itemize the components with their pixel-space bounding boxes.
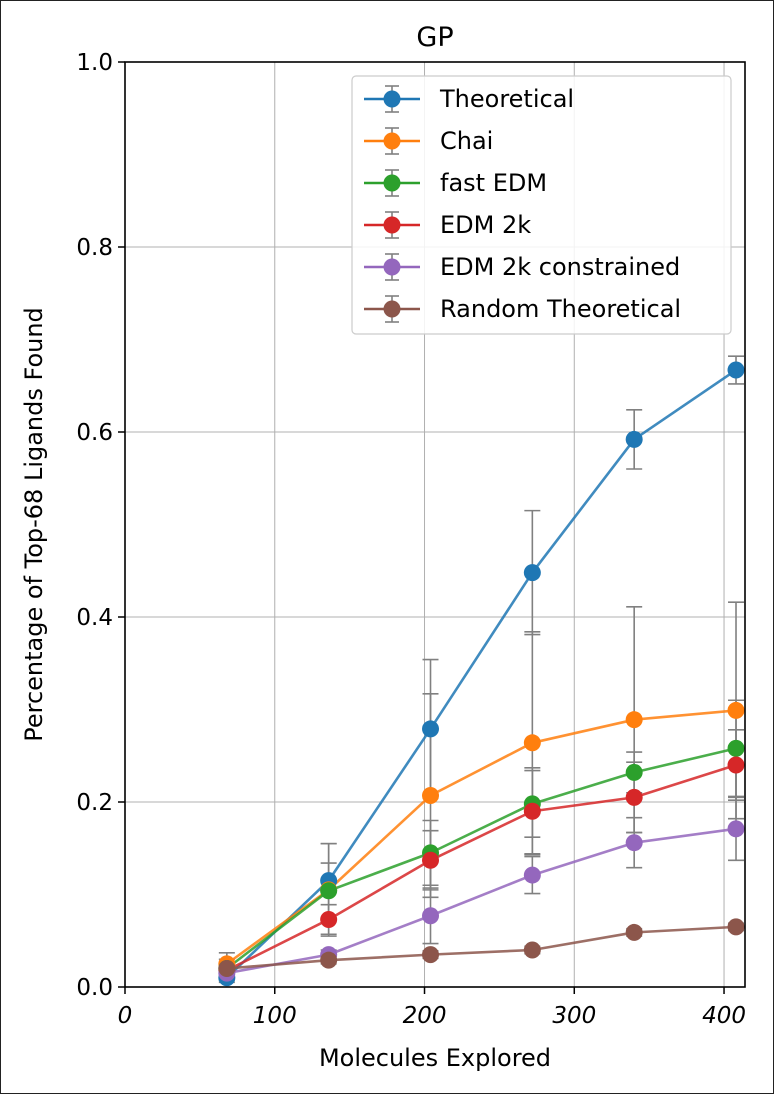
chart-title: GP [416,22,453,53]
y-tick-label: 1.0 [76,50,113,76]
legend: Theoretical Chai fast EDM EDM 2k EDM 2k cons… [351,75,732,335]
legend-label: fast EDM [440,169,547,197]
series-lines [225,368,737,979]
legend-marker [383,90,401,108]
legend-marker [383,132,401,150]
data-point-random-theoretical [422,946,440,964]
plot-area-frame [124,61,746,988]
data-point-edm-2k [727,756,745,774]
data-point-random-theoretical [218,960,236,977]
data-point-edm-2k [523,802,541,820]
y-axis-label: Percentage of Top-68 Ligands Found [20,307,48,742]
error-bars [218,355,745,984]
y-tick-label: 0.4 [76,605,113,631]
data-point-random-theoretical [523,941,541,959]
data-point-chai [422,787,440,805]
series-line-theoretical [225,368,737,979]
legend-label: EDM 2k constrained [440,253,680,281]
legend-label: EDM 2k [440,211,531,239]
y-tick-label: 0.2 [76,790,113,816]
legend-marker [383,216,401,234]
axis-ticks: 0 100 200 300 400 0.0 0.2 0.4 0.6 0.8 1.0 [76,50,746,1029]
x-tick-label: 300 [552,1003,596,1029]
data-point-random-theoretical [625,923,643,941]
series-line-edm-2k [226,763,737,972]
series-line-random-theoretical [226,925,737,970]
data-point-theoretical [727,361,745,379]
data-point-random-theoretical [727,918,745,936]
legend-marker [383,300,401,318]
data-point-fast-edm [320,882,338,900]
y-tick-label: 0.0 [76,975,113,1001]
data-point-chai [625,711,643,729]
data-point-chai [727,701,745,719]
data-point-random-theoretical [320,951,338,969]
x-axis-label: Molecules Explored [319,1044,551,1072]
series-line-fast-edm [226,747,737,970]
series-markers [218,361,745,987]
legend-label: Random Theoretical [440,295,681,323]
data-point-edm-2k-constrained [727,820,745,838]
legend-label: Chai [440,127,493,155]
x-tick-label: 400 [702,1003,746,1029]
data-point-edm-2k-constrained [523,866,541,884]
data-point-fast-edm [625,763,643,781]
series-line-edm-2k-constrained [226,827,737,975]
legend-marker [383,174,401,192]
legend-box [351,75,732,335]
data-point-edm-2k-constrained [422,907,440,925]
x-tick-label: 0 [118,1003,133,1029]
y-tick-label: 0.8 [76,235,113,261]
data-point-chai [523,734,541,752]
data-point-theoretical [422,720,440,738]
data-point-edm-2k [422,851,440,869]
y-tick-label: 0.6 [76,420,113,446]
legend-marker [383,258,401,276]
data-point-theoretical [625,430,643,448]
data-point-edm-2k [320,910,338,928]
legend-label: Theoretical [439,85,574,113]
data-point-theoretical [523,564,541,582]
data-point-edm-2k [625,788,643,806]
data-point-edm-2k-constrained [625,834,643,852]
x-tick-label: 200 [403,1003,447,1029]
data-point-fast-edm [727,739,745,757]
x-tick-label: 100 [253,1003,297,1029]
